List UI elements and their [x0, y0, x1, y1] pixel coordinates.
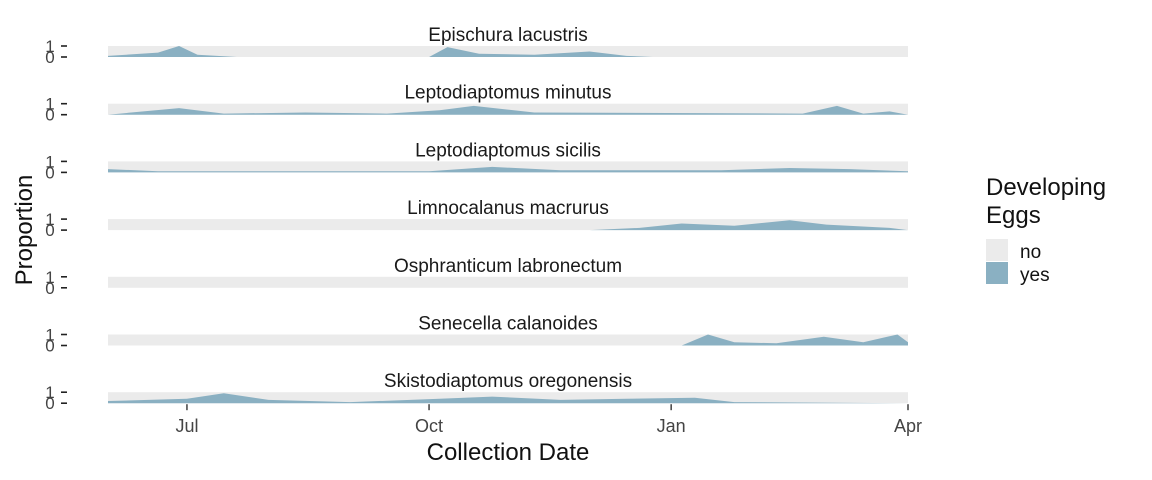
x-tick-label-apr: Apr	[894, 416, 922, 436]
panel-senecella-calanoides: Senecella calanoides 01	[45, 314, 908, 356]
panel-title: Skistodiaptomus oregonensis	[384, 371, 632, 392]
legend: Developing Eggs no yes	[986, 174, 1106, 286]
area-yes	[108, 46, 908, 57]
y-axis-title: Proportion	[11, 175, 38, 286]
y-tick-label-1: 1	[45, 210, 54, 229]
legend-label-yes: yes	[1020, 265, 1050, 286]
x-tick-label-jul: Jul	[175, 416, 198, 436]
y-tick-label-0: 0	[45, 106, 54, 125]
area-yes	[108, 220, 908, 231]
x-axis-title: Collection Date	[427, 439, 590, 466]
panel-title: Leptodiaptomus minutus	[404, 83, 611, 104]
area-no	[108, 103, 908, 115]
y-tick-label-0: 0	[45, 279, 54, 298]
area-no	[108, 161, 908, 173]
area-yes	[108, 334, 908, 346]
panel-osphranticum-labronectum: Osphranticum labronectum 01	[45, 256, 908, 298]
y-tick-label-0: 0	[45, 48, 54, 67]
panel-leptodiaptomus-sicilis: Leptodiaptomus sicilis 01	[45, 140, 908, 182]
panel-title: Leptodiaptomus sicilis	[415, 140, 601, 161]
area-yes	[108, 166, 908, 173]
y-tick-label-0: 0	[45, 163, 54, 182]
panel-skistodiaptomus-oregonensis: Skistodiaptomus oregonensis 01	[45, 371, 908, 413]
y-tick-label-1: 1	[45, 383, 54, 402]
y-tick-label-1: 1	[45, 37, 54, 56]
area-yes	[108, 105, 908, 115]
legend-key-yes	[986, 262, 1008, 284]
legend-title-line-1: Developing	[986, 174, 1106, 201]
y-tick-label-1: 1	[45, 268, 54, 287]
panel-epischura-lacustris: Epischura lacustris 01	[45, 25, 908, 67]
x-tick-label-jan: Jan	[657, 416, 686, 436]
legend-title-line-2: Eggs	[986, 202, 1041, 229]
area-yes	[108, 393, 908, 404]
x-axis: Jul Oct Jan Apr	[175, 404, 922, 436]
y-tick-label-0: 0	[45, 337, 54, 356]
x-tick-label-oct: Oct	[415, 416, 443, 436]
area-no	[108, 46, 908, 57]
panel-title: Limnocalanus macrurus	[407, 198, 609, 219]
legend-label-no: no	[1020, 242, 1041, 263]
area-no	[108, 219, 908, 231]
panel-leptodiaptomus-minutus: Leptodiaptomus minutus 01	[45, 83, 908, 125]
area-no	[108, 334, 908, 346]
panel-title: Epischura lacustris	[428, 25, 587, 46]
panel-title: Senecella calanoides	[418, 314, 598, 335]
y-tick-label-1: 1	[45, 152, 54, 171]
panel-limnocalanus-macrurus: Limnocalanus macrurus 01	[45, 198, 908, 240]
y-tick-label-1: 1	[45, 95, 54, 114]
area-no	[108, 276, 908, 288]
y-tick-label-0: 0	[45, 221, 54, 240]
y-tick-label-1: 1	[45, 326, 54, 345]
y-tick-label-0: 0	[45, 394, 54, 413]
legend-key-no	[986, 239, 1008, 261]
panel-title: Osphranticum labronectum	[394, 256, 622, 277]
